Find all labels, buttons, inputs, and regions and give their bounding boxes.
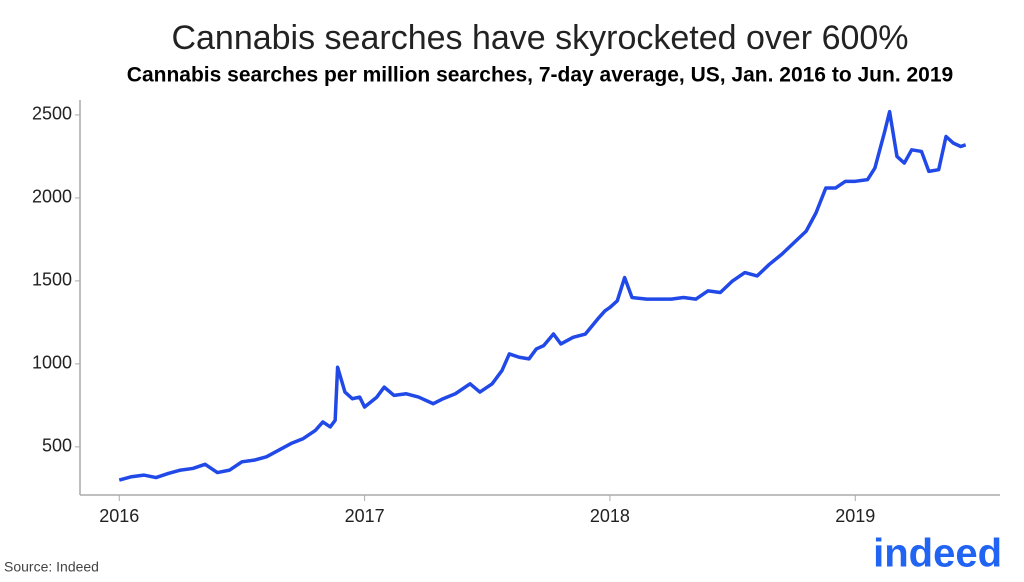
y-tick-label: 500 xyxy=(42,436,72,456)
x-tick-label: 2016 xyxy=(99,506,139,526)
x-tick-label: 2019 xyxy=(835,506,875,526)
x-tick-label: 2018 xyxy=(590,506,630,526)
logo: indeed xyxy=(873,532,1002,576)
y-tick-label: 1500 xyxy=(32,270,72,290)
chart-title: Cannabis searches have skyrocketed over … xyxy=(171,19,908,57)
y-tick-label: 1000 xyxy=(32,353,72,373)
source-note: Source: Indeed xyxy=(4,559,99,575)
y-tick-label: 2000 xyxy=(32,187,72,207)
data-line xyxy=(118,109,967,482)
y-tick-label: 2500 xyxy=(32,104,72,124)
chart-subtitle: Cannabis searches per million searches, … xyxy=(127,64,953,87)
x-tick-label: 2017 xyxy=(345,506,385,526)
